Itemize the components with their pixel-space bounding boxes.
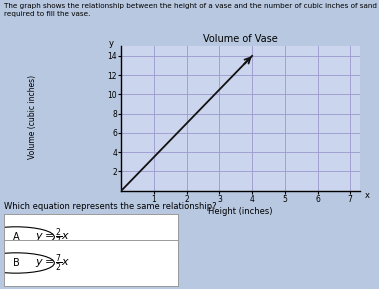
- Text: Which equation represents the same relationship?: Which equation represents the same relat…: [4, 202, 216, 211]
- X-axis label: Height (inches): Height (inches): [208, 207, 273, 216]
- Text: y: y: [109, 39, 114, 48]
- Text: A: A: [13, 232, 19, 242]
- Text: $y = \frac{7}{2}x$: $y = \frac{7}{2}x$: [35, 252, 71, 274]
- Text: The graph shows the relationship between the height of a vase and the number of : The graph shows the relationship between…: [4, 3, 377, 17]
- Title: Volume of Vase: Volume of Vase: [203, 34, 278, 44]
- Text: x: x: [365, 191, 370, 200]
- Text: $y = \frac{2}{7}x$: $y = \frac{2}{7}x$: [35, 226, 71, 248]
- Text: Volume (cubic inches): Volume (cubic inches): [28, 75, 37, 159]
- Text: B: B: [13, 258, 19, 268]
